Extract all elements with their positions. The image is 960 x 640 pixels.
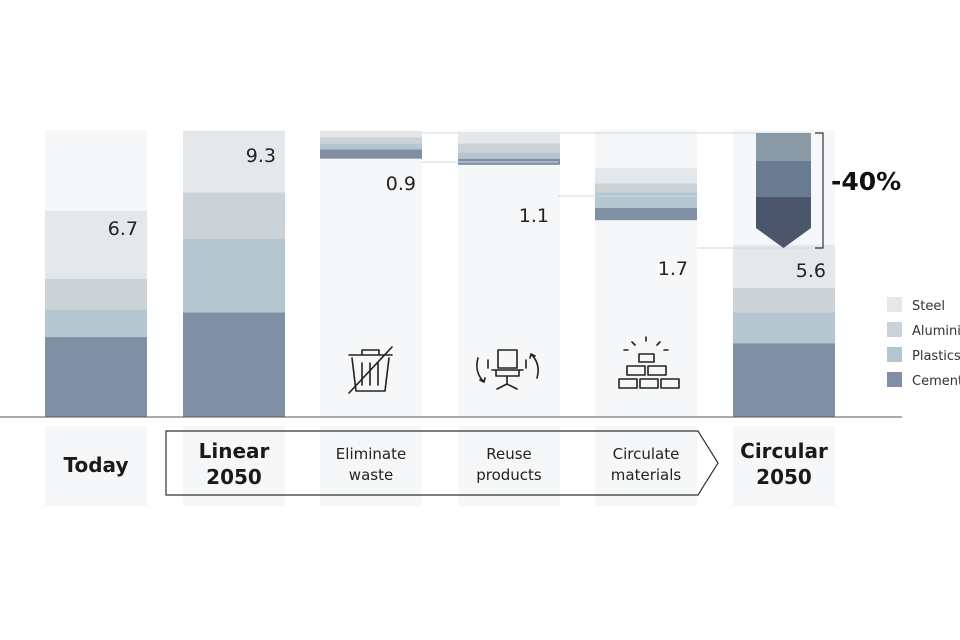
bar-0-aluminium (45, 278, 147, 310)
category-label-5-0: Circular (740, 439, 828, 463)
bar-1-plastics (183, 238, 285, 313)
bar-1-aluminium (183, 192, 285, 239)
value-label-3: 1.1 (519, 205, 549, 227)
legend-label-aluminium: Aluminium (912, 324, 960, 339)
label-bg-0 (45, 426, 147, 506)
process-arrow (165, 430, 719, 496)
legend-label-cement: Cement (912, 374, 960, 389)
category-label-4-1: materials (611, 466, 682, 484)
bar-2-plastics (320, 143, 422, 150)
category-label-3-0: Reuse (486, 445, 532, 463)
bar-3-aluminium (458, 143, 560, 153)
bar-5-aluminium (733, 287, 835, 313)
category-label-2-0: Eliminate (336, 445, 406, 463)
label-bg-2 (320, 426, 422, 506)
category-label-0-0: Today (64, 453, 129, 477)
bricks-icon (618, 336, 680, 389)
bar-5-plastics (733, 312, 835, 344)
reduction-bracket (815, 132, 824, 249)
reduction-percent: -40% (831, 167, 901, 196)
trash-crossed-icon (348, 346, 393, 394)
wedge-mid (756, 161, 811, 197)
legend-swatch-aluminium (887, 322, 902, 337)
bar-0-cement (45, 337, 147, 417)
bar-3-plastics (458, 152, 560, 159)
label-bg-3 (458, 426, 560, 506)
bar-1-steel (183, 131, 285, 193)
bar-2-steel (320, 131, 422, 138)
wedge-top (756, 133, 811, 161)
value-label-1: 9.3 (246, 145, 276, 167)
legend-label-steel: Steel (912, 299, 945, 314)
bar-2-aluminium (320, 137, 422, 144)
value-label-2: 0.9 (386, 173, 416, 195)
bar-2-cement (320, 149, 422, 159)
value-label-5: 5.6 (796, 260, 826, 282)
bar-3-steel (458, 134, 560, 144)
category-label-2-1: waste (349, 466, 393, 484)
category-label-5-1: 2050 (756, 465, 812, 489)
bar-0-steel (45, 210, 147, 279)
bar-4-plastics (595, 192, 697, 208)
label-bg-4 (595, 426, 697, 506)
legend-swatch-plastics (887, 347, 902, 362)
bar-1-cement (183, 312, 285, 417)
category-label-4-0: Circulate (613, 445, 680, 463)
legend-swatch-cement (887, 372, 902, 387)
bar-4-steel (595, 167, 697, 184)
reuse-chair-icon (476, 349, 539, 390)
value-label-0: 6.7 (108, 218, 138, 240)
bar-0-plastics (45, 309, 147, 338)
label-bg-5 (733, 426, 835, 506)
bar-5-cement (733, 343, 835, 417)
bar-5-steel (733, 244, 835, 288)
category-label-3-1: products (476, 466, 542, 484)
category-label-1-1: 2050 (206, 465, 262, 489)
column-bg-3 (458, 130, 560, 417)
bar-4-cement (595, 207, 697, 221)
label-bg-1 (183, 426, 285, 506)
legend-swatch-steel (887, 297, 902, 312)
category-label-1-0: Linear (199, 439, 270, 463)
value-label-4: 1.7 (658, 258, 688, 280)
bar-4-aluminium (595, 183, 697, 193)
wedge-arrow (756, 197, 811, 248)
legend-label-plastics: Plastics (912, 349, 960, 364)
